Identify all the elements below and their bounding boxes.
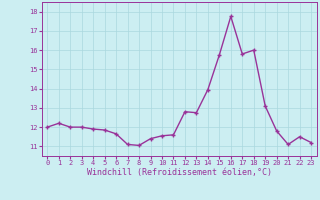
X-axis label: Windchill (Refroidissement éolien,°C): Windchill (Refroidissement éolien,°C) (87, 168, 272, 177)
